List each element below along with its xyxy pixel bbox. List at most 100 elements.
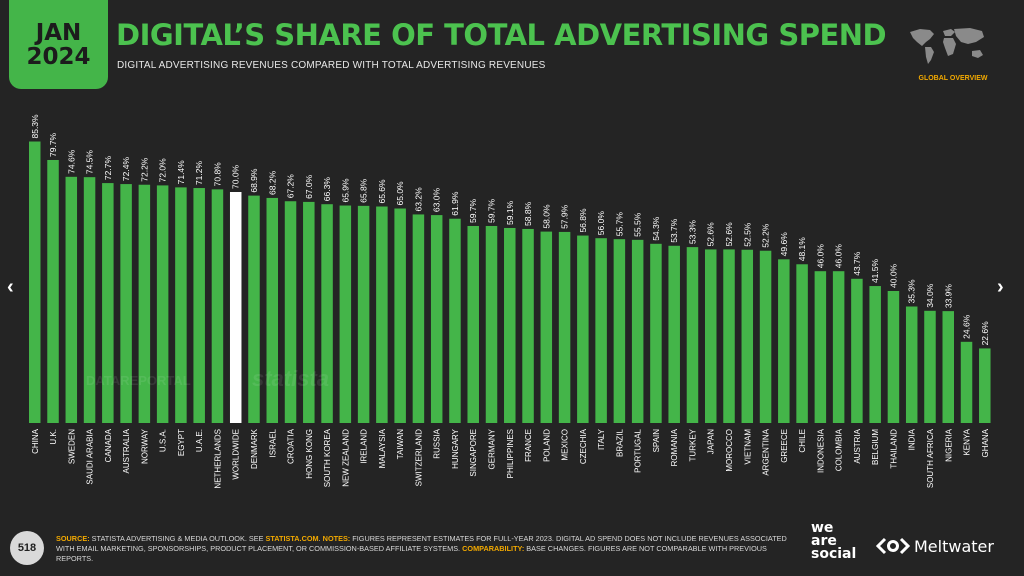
value-label: 55.5% bbox=[633, 212, 643, 237]
category-label: U.K. bbox=[49, 429, 58, 445]
value-label: 72.0% bbox=[158, 158, 168, 183]
next-slide-icon[interactable]: › bbox=[997, 276, 1004, 298]
value-label: 52.6% bbox=[724, 222, 734, 247]
category-label: CZECHIA bbox=[579, 428, 588, 464]
bar-australia bbox=[120, 184, 132, 423]
category-label: PHILIPPINES bbox=[506, 429, 515, 478]
bar-china bbox=[29, 141, 41, 423]
value-label: 70.0% bbox=[231, 164, 241, 189]
category-label: VIETNAM bbox=[743, 429, 752, 465]
bar-new-zealand bbox=[339, 205, 352, 423]
category-label: DENMARK bbox=[250, 428, 259, 469]
logo-are: are bbox=[811, 533, 837, 549]
page-number: 518 bbox=[10, 531, 44, 565]
value-label: 56.0% bbox=[596, 211, 606, 236]
category-label: SINGAPORE bbox=[469, 429, 478, 477]
bar-croatia bbox=[284, 201, 297, 423]
value-label: 41.5% bbox=[870, 259, 880, 284]
category-label: BRAZIL bbox=[615, 428, 624, 457]
category-label: NIGERIA bbox=[944, 428, 953, 462]
value-label: 52.2% bbox=[761, 223, 771, 248]
bar-worldwide bbox=[229, 192, 242, 423]
category-label: GHANA bbox=[981, 428, 990, 457]
category-label: AUSTRIA bbox=[853, 428, 862, 463]
value-label: 67.2% bbox=[286, 174, 296, 199]
comparability-key: COMPARABILITY: bbox=[462, 544, 525, 553]
bar-south-korea bbox=[321, 204, 333, 423]
bar-germany bbox=[485, 225, 498, 423]
meltwater-icon bbox=[876, 537, 910, 555]
category-label: CHILE bbox=[798, 429, 807, 453]
category-label: TAIWAN bbox=[396, 429, 405, 459]
bar-vietnam bbox=[741, 249, 754, 423]
page-subtitle: DIGITAL ADVERTISING REVENUES COMPARED WI… bbox=[117, 60, 546, 71]
category-label: GERMANY bbox=[488, 428, 497, 469]
category-label: KENYA bbox=[963, 428, 972, 455]
comparability-text: BASE CHANGES. FIGURES ARE NOT COMPARABLE… bbox=[56, 544, 767, 563]
value-label: 72.2% bbox=[139, 157, 149, 182]
category-label: ISRAEL bbox=[268, 428, 277, 457]
bar-indonesia bbox=[814, 271, 827, 423]
category-label: BELGIUM bbox=[871, 429, 880, 465]
page-title: DIGITAL’S SHARE OF TOTAL ADVERTISING SPE… bbox=[116, 18, 887, 52]
category-label: GREECE bbox=[780, 429, 789, 463]
value-label: 70.8% bbox=[212, 162, 222, 187]
bar-thailand bbox=[887, 291, 900, 423]
value-label: 58.0% bbox=[541, 204, 551, 229]
bar-austria bbox=[851, 278, 863, 423]
bar-mexico bbox=[558, 231, 571, 423]
category-label: ITALY bbox=[597, 428, 606, 450]
bar-sweden bbox=[65, 176, 78, 423]
value-label: 65.8% bbox=[359, 178, 369, 203]
source-link[interactable]: STATISTA.COM bbox=[265, 534, 319, 543]
value-label: 52.5% bbox=[742, 222, 752, 247]
category-label: INDONESIA bbox=[816, 428, 825, 473]
value-label: 67.0% bbox=[304, 174, 314, 199]
value-label: 66.3% bbox=[322, 177, 332, 202]
bar-india bbox=[905, 306, 918, 423]
bar-ireland bbox=[357, 205, 370, 423]
value-label: 57.9% bbox=[560, 204, 570, 229]
bar-romania bbox=[668, 245, 680, 423]
bar-france bbox=[522, 228, 534, 423]
value-label: 74.6% bbox=[66, 149, 76, 174]
bar-egypt bbox=[175, 187, 187, 423]
value-label: 65.0% bbox=[395, 181, 405, 206]
category-label: SOUTH KOREA bbox=[323, 428, 332, 487]
bar-nigeria bbox=[942, 311, 954, 423]
category-label: MALAYSIA bbox=[378, 428, 387, 468]
value-label: 34.0% bbox=[925, 283, 935, 308]
source-end: . bbox=[318, 534, 323, 543]
category-label: NEW ZEALAND bbox=[341, 429, 350, 487]
category-label: NORWAY bbox=[140, 428, 149, 464]
badge-year: 2024 bbox=[26, 43, 91, 70]
value-labels-group: 85.3% 79.7% 74.6% 74.5% 72.7% 72.4% 72.2% 72.0%… bbox=[30, 114, 990, 345]
value-label: 53.7% bbox=[669, 218, 679, 243]
source-notes: SOURCE: STATISTA ADVERTISING & MEDIA OUT… bbox=[56, 534, 796, 564]
category-labels-group: CHINA U.K. SWEDEN SAUDI ARABIA CANADA AUSTRAL… bbox=[31, 428, 990, 488]
datareportal-watermark: DATAREPORTAL bbox=[86, 373, 191, 388]
prev-slide-icon[interactable]: ‹ bbox=[7, 276, 14, 298]
bar-czechia bbox=[577, 235, 589, 423]
value-label: 49.6% bbox=[779, 232, 789, 257]
bar-argentina bbox=[759, 250, 772, 423]
value-label: 33.9% bbox=[943, 284, 953, 309]
value-label: 52.6% bbox=[706, 222, 716, 247]
category-label: WORLDWIDE bbox=[232, 429, 241, 480]
category-label: AUSTRALIA bbox=[122, 428, 131, 473]
value-label: 22.6% bbox=[980, 321, 990, 346]
value-label: 74.5% bbox=[85, 150, 95, 175]
bar-taiwan bbox=[394, 208, 406, 423]
category-label: CANADA bbox=[104, 428, 113, 462]
bar-chile bbox=[796, 264, 808, 423]
bar-singapore bbox=[467, 225, 479, 423]
category-label: MOROCCO bbox=[725, 429, 734, 472]
bar-japan bbox=[704, 249, 717, 423]
value-label: 85.3% bbox=[30, 114, 40, 139]
value-label: 59.1% bbox=[505, 200, 515, 225]
bar-portugal bbox=[631, 239, 644, 423]
category-label: SWITZERLAND bbox=[414, 429, 423, 487]
source-key: SOURCE: bbox=[56, 534, 90, 543]
bar-malaysia bbox=[376, 206, 388, 423]
